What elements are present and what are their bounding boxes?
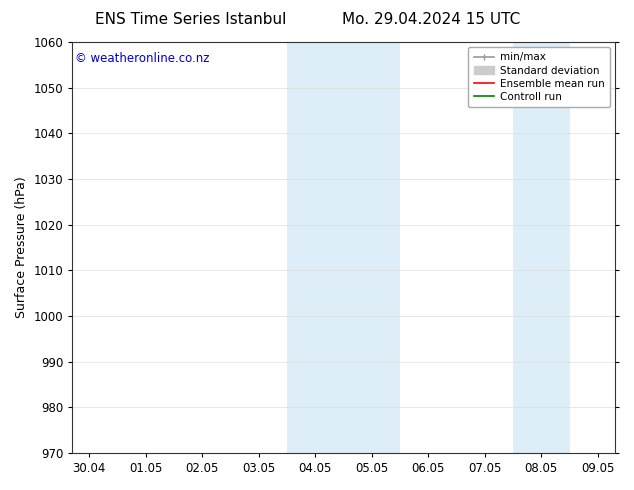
Text: Mo. 29.04.2024 15 UTC: Mo. 29.04.2024 15 UTC	[342, 12, 521, 27]
Text: © weatheronline.co.nz: © weatheronline.co.nz	[75, 52, 210, 65]
Bar	[513, 42, 569, 453]
Text: ENS Time Series Istanbul: ENS Time Series Istanbul	[94, 12, 286, 27]
Y-axis label: Surface Pressure (hPa): Surface Pressure (hPa)	[15, 176, 28, 318]
Legend: min/max, Standard deviation, Ensemble mean run, Controll run: min/max, Standard deviation, Ensemble me…	[469, 47, 610, 107]
Bar	[287, 42, 400, 453]
